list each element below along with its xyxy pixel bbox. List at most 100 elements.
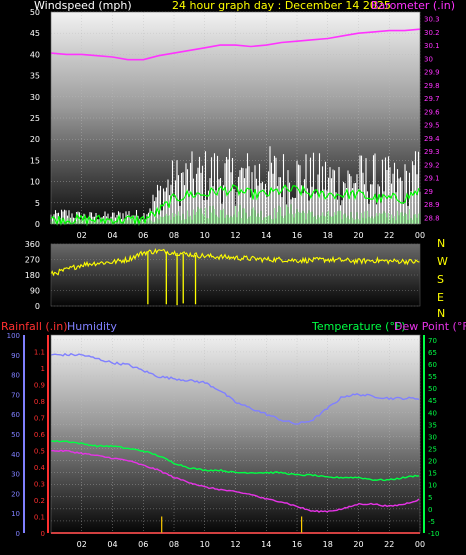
- climate-panel-frame: [50, 334, 421, 534]
- temperature-y-tick-label: 70: [428, 337, 437, 345]
- wind-x-tick-label: 16: [292, 231, 302, 240]
- humidity-y-tick-label: 70: [11, 391, 20, 399]
- temperature-series-line: [50, 439, 420, 482]
- climate-x-tick-label: 02: [77, 540, 87, 549]
- wind-y-tick-label: 30: [30, 93, 40, 102]
- wind-x-tick-label: 14: [261, 231, 271, 240]
- rainfall-axis-title: Rainfall (.in): [1, 320, 68, 333]
- humidity-y-tick-label: 0: [16, 530, 20, 538]
- rainfall-y-tick-label: 1: [41, 365, 45, 373]
- direction-plot-area: [51, 244, 420, 306]
- baro-y-tick-label: 29.7: [424, 95, 440, 103]
- humidity-y-tick-label: 100: [7, 332, 20, 340]
- wind-y-tick-label: 40: [30, 50, 40, 59]
- baro-y-tick-label: 29.3: [424, 148, 440, 156]
- rainfall-y-tick-label: 0.3: [34, 481, 45, 489]
- baro-y-tick-label: 29.8: [424, 82, 440, 90]
- compass-label-n: N: [437, 307, 445, 320]
- climate-axes: 02 04 06 08 10 12 14 16 18 20 22 00-10-505101520253…: [7, 332, 440, 549]
- baro-y-tick-label: 30: [424, 55, 433, 63]
- direction-y-tick-label: 270: [25, 256, 40, 265]
- climate-x-tick-label: 18: [323, 540, 333, 549]
- baro-y-tick-label: 30.2: [424, 29, 440, 37]
- wind-y-tick-label: 25: [30, 114, 40, 123]
- temperature-y-tick-label: -5: [428, 518, 435, 526]
- humidity-axis-title: Humidity: [67, 320, 117, 333]
- direction-y-tick-label: 180: [25, 271, 40, 280]
- temperature-y-tick-label: 55: [428, 373, 437, 381]
- wind-x-tick-label: 22: [384, 231, 394, 240]
- humidity-y-tick-label: 90: [11, 352, 20, 360]
- temperature-y-tick-label: 60: [428, 361, 437, 369]
- humidity-y-tick-label: 40: [11, 451, 20, 459]
- compass-label-s: S: [437, 273, 444, 286]
- wind-x-tick-label: 04: [107, 231, 117, 240]
- temperature-y-tick-label: 15: [428, 470, 437, 478]
- rainfall-y-tick-label: 0.7: [34, 415, 45, 423]
- temperature-y-tick-label: 65: [428, 349, 437, 357]
- wind-axis-title: Windspeed (mph): [34, 0, 132, 12]
- wind-x-tick-label: 10: [200, 231, 210, 240]
- direction-panel-frame: [50, 243, 421, 307]
- compass-label-n: N: [437, 237, 445, 250]
- direction-series: [50, 248, 420, 306]
- baro-y-tick-label: 28.8: [424, 214, 440, 222]
- humidity-y-tick-label: 60: [11, 411, 20, 419]
- climate-x-tick-label: 16: [292, 540, 302, 549]
- average-wind-series-line: [50, 184, 420, 227]
- wind-x-tick-label: 12: [230, 231, 240, 240]
- baro-y-tick-label: 29.6: [424, 108, 440, 116]
- rainfall-y-tick-label: 0.6: [34, 431, 46, 439]
- baro-y-tick-label: 29.4: [424, 135, 440, 143]
- climate-gridlines: [51, 335, 421, 534]
- temperature-y-tick-label: 25: [428, 445, 437, 453]
- wind-y-tick-label: 50: [30, 8, 40, 17]
- dewpoint-series-line: [50, 449, 420, 513]
- climate-x-tick-label: 00: [415, 540, 425, 549]
- temperature-y-tick-label: 0: [428, 506, 432, 514]
- baro-y-tick-label: 29.5: [424, 122, 440, 130]
- climate-x-tick-label: 10: [200, 540, 210, 549]
- humidity-y-tick-label: 30: [11, 471, 20, 479]
- wind-y-tick-label: 10: [30, 178, 40, 187]
- wind-axes: 0 5 10 15 20 25 30 35 40 45 50 28.8 28.9 29 29.1 29.2 29…: [30, 8, 440, 240]
- temperature-y-tick-label: 45: [428, 397, 437, 405]
- climate-x-tick-label: 14: [261, 540, 271, 549]
- humidity-series-line: [50, 352, 420, 425]
- climate-x-tick-label: 08: [169, 540, 179, 549]
- rainfall-y-tick-label: 0.2: [34, 497, 45, 505]
- humidity-y-tick-label: 20: [11, 490, 20, 498]
- direction-series-line: [50, 248, 420, 277]
- climate-panel: 02 04 06 08 10 12 14 16 18 20 22 00-10-505101520253…: [7, 332, 440, 549]
- temperature-y-tick-label: 35: [428, 421, 437, 429]
- climate-x-tick-label: 22: [384, 540, 394, 549]
- wind-gridlines: [51, 11, 421, 225]
- rainfall-y-tick-label: 0.9: [34, 382, 45, 390]
- temperature-y-tick-label: 50: [428, 385, 437, 393]
- chart-title: 24 hour graph day : December 14 2025: [172, 0, 391, 12]
- baro-y-tick-label: 29.1: [424, 175, 440, 183]
- wind-x-tick-label: 20: [353, 231, 363, 240]
- temperature-y-tick-label: 5: [428, 494, 432, 502]
- temperature-y-tick-label: 30: [428, 433, 437, 441]
- compass-label-e: E: [437, 291, 444, 304]
- temperature-y-tick-label: 10: [428, 482, 437, 490]
- barometer-axis-title: Barometer (.in): [371, 0, 455, 12]
- baro-y-tick-label: 29.9: [424, 69, 440, 77]
- barometer-series-line: [50, 28, 421, 61]
- rainfall-y-tick-label: 0.5: [34, 448, 45, 456]
- direction-y-tick-label: 90: [30, 287, 40, 296]
- wind-y-tick-label: 0: [35, 220, 40, 229]
- baro-y-tick-label: 28.9: [424, 201, 440, 209]
- rainfall-y-tick-label: 0: [41, 530, 45, 538]
- dewpoint-axis-title: Dew Point (°F): [394, 320, 466, 333]
- humidity-y-tick-label: 80: [11, 372, 20, 380]
- climate-x-tick-label: 20: [353, 540, 363, 549]
- temperature-axis-title: Temperature (°F): [311, 320, 406, 333]
- rainfall-y-tick-label: 1.1: [34, 349, 45, 357]
- wind-y-tick-label: 15: [30, 156, 40, 165]
- wind-x-tick-label: 06: [138, 231, 148, 240]
- wind-panel-frame: [50, 11, 421, 225]
- wind-y-tick-label: 35: [30, 72, 40, 81]
